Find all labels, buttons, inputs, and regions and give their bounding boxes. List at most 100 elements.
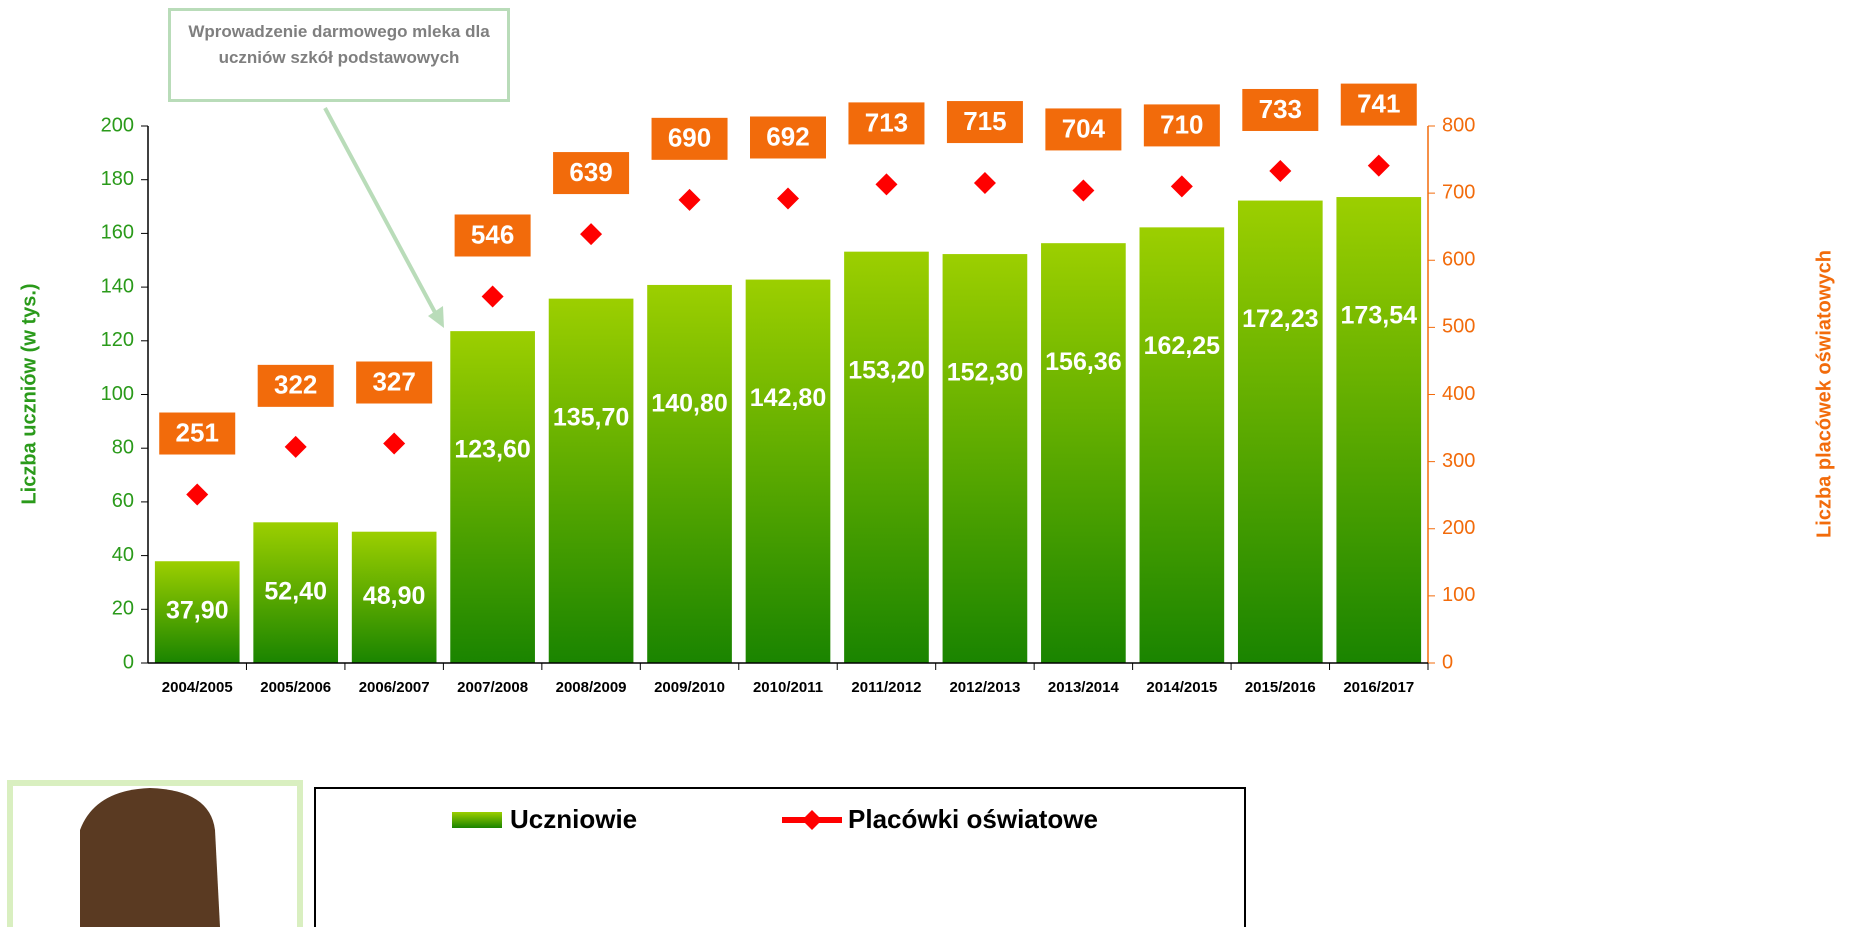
bar bbox=[745, 279, 831, 663]
line-marker bbox=[875, 173, 898, 196]
photo bbox=[80, 788, 220, 927]
y2-tick-label: 500 bbox=[1442, 316, 1475, 338]
legend bbox=[314, 787, 1246, 927]
bar bbox=[154, 561, 240, 663]
line-label: 704 bbox=[1062, 113, 1106, 143]
line-label: 713 bbox=[865, 107, 908, 137]
line-marker bbox=[678, 188, 701, 211]
bar bbox=[1041, 243, 1126, 663]
line-marker bbox=[186, 483, 209, 506]
line-marker bbox=[1072, 179, 1095, 202]
y-tick-label: 200 bbox=[101, 114, 134, 136]
label-box bbox=[1045, 108, 1122, 151]
bar bbox=[1237, 200, 1323, 664]
bar-label: 48,90 bbox=[363, 582, 426, 610]
x-tick-label: 2011/2012 bbox=[851, 679, 921, 696]
y-tick-label: 20 bbox=[112, 598, 134, 620]
label-box bbox=[1143, 104, 1220, 147]
line-label: 639 bbox=[569, 157, 612, 187]
line-label: 322 bbox=[274, 370, 317, 400]
bar-label: 142,80 bbox=[750, 384, 826, 412]
line-label: 251 bbox=[176, 417, 219, 447]
y2-tick-label: 600 bbox=[1442, 249, 1475, 271]
annotation-arrow bbox=[323, 107, 440, 319]
y2-tick-label: 800 bbox=[1442, 114, 1475, 136]
x-tick-label: 2009/2010 bbox=[654, 679, 725, 696]
label-box bbox=[750, 116, 826, 159]
y-tick-label: 40 bbox=[112, 544, 134, 566]
y2-tick-label: 200 bbox=[1442, 517, 1475, 539]
x-tick-label: 2007/2008 bbox=[457, 679, 528, 696]
bar bbox=[1336, 197, 1422, 663]
bar-label: 153,20 bbox=[848, 356, 924, 384]
bar-label: 152,30 bbox=[947, 359, 1023, 387]
line-label: 692 bbox=[766, 121, 809, 151]
label-box bbox=[848, 102, 925, 145]
line-marker bbox=[383, 432, 406, 455]
line-marker bbox=[284, 435, 307, 458]
line-marker bbox=[973, 172, 996, 195]
y-axis-title: Liczba uczniów (w tys.) bbox=[18, 283, 40, 504]
label-box bbox=[651, 117, 728, 160]
line-label: 741 bbox=[1357, 88, 1400, 118]
line-label: 327 bbox=[372, 366, 415, 396]
legend-label: Uczniowie bbox=[510, 804, 637, 834]
bar-label: 140,80 bbox=[651, 390, 727, 418]
bar-label: 172,23 bbox=[1242, 305, 1318, 333]
legend-swatch bbox=[452, 812, 502, 828]
bar-label: 52,40 bbox=[264, 577, 327, 605]
y-tick-label: 60 bbox=[112, 490, 134, 512]
bar bbox=[450, 331, 535, 663]
bar bbox=[1139, 227, 1225, 663]
line-label: 546 bbox=[471, 219, 514, 249]
legend-marker bbox=[802, 810, 822, 830]
x-tick-label: 2006/2007 bbox=[359, 679, 430, 696]
bar-label: 135,70 bbox=[553, 403, 629, 431]
x-tick-label: 2004/2005 bbox=[162, 679, 233, 696]
legend-label: Placówki oświatowe bbox=[848, 804, 1098, 834]
y-tick-label: 140 bbox=[101, 275, 134, 297]
label-box bbox=[356, 361, 433, 404]
x-tick-label: 2005/2006 bbox=[260, 679, 331, 696]
bar bbox=[647, 284, 732, 663]
y2-axis-title: Liczba placówek oświatowych bbox=[1813, 250, 1835, 538]
annotation-arrowhead bbox=[428, 306, 444, 328]
line-marker bbox=[481, 285, 504, 308]
y2-tick-label: 100 bbox=[1442, 584, 1475, 606]
label-box bbox=[553, 152, 630, 195]
bar-label: 37,90 bbox=[166, 597, 229, 625]
line-marker bbox=[1170, 175, 1193, 198]
x-tick-label: 2008/2009 bbox=[556, 679, 627, 696]
line-label: 715 bbox=[963, 106, 1006, 136]
label-box bbox=[159, 412, 236, 455]
y2-tick-label: 700 bbox=[1442, 181, 1475, 203]
y-tick-label: 120 bbox=[101, 329, 134, 351]
bar-label: 156,36 bbox=[1045, 348, 1121, 376]
label-box bbox=[1340, 83, 1417, 126]
line-label: 733 bbox=[1259, 94, 1302, 124]
bar bbox=[844, 251, 929, 663]
annotation: Wprowadzenie darmowego mleka dla uczniów… bbox=[168, 8, 510, 102]
x-tick-label: 2013/2014 bbox=[1048, 679, 1120, 696]
plot: 0 20 40 60 80 100 120 140 160 180 200 0 100 200 300 400… bbox=[101, 83, 1475, 696]
line-marker bbox=[580, 223, 603, 246]
bar bbox=[548, 298, 634, 663]
y-tick-label: 100 bbox=[101, 383, 134, 405]
bar-label: 162,25 bbox=[1144, 332, 1221, 360]
y2-tick-label: 300 bbox=[1442, 450, 1475, 472]
x-tick-label: 2015/2016 bbox=[1245, 679, 1316, 696]
bar bbox=[942, 254, 1028, 663]
line-marker bbox=[777, 187, 799, 210]
y-tick-label: 160 bbox=[101, 222, 134, 244]
y2-tick-label: 400 bbox=[1442, 383, 1475, 405]
y-tick-label: 80 bbox=[112, 436, 134, 458]
x-tick-label: 2014/2015 bbox=[1146, 679, 1217, 696]
bar-label: 123,60 bbox=[454, 436, 530, 464]
label-box bbox=[1242, 88, 1319, 131]
line-marker bbox=[1269, 159, 1292, 182]
label-box bbox=[257, 364, 334, 407]
y2-tick-label: 0 bbox=[1442, 651, 1453, 673]
